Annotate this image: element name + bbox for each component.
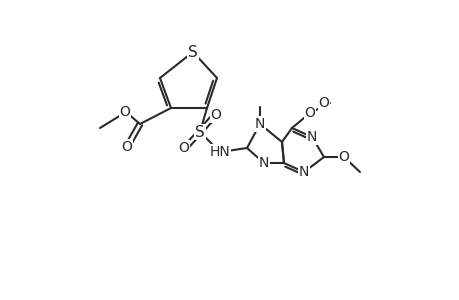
Text: O: O <box>119 105 130 119</box>
Text: O: O <box>338 150 349 164</box>
Text: O: O <box>318 96 329 110</box>
Text: O: O <box>178 141 189 155</box>
Text: N: N <box>306 130 317 144</box>
Text: N: N <box>298 165 308 179</box>
Text: S: S <box>188 44 197 59</box>
Text: HN: HN <box>209 145 230 159</box>
Text: O: O <box>121 140 132 154</box>
Text: S: S <box>195 124 204 140</box>
Text: N: N <box>254 117 264 131</box>
Text: N: N <box>258 156 269 170</box>
Text: O: O <box>304 106 315 120</box>
Text: O: O <box>210 108 221 122</box>
